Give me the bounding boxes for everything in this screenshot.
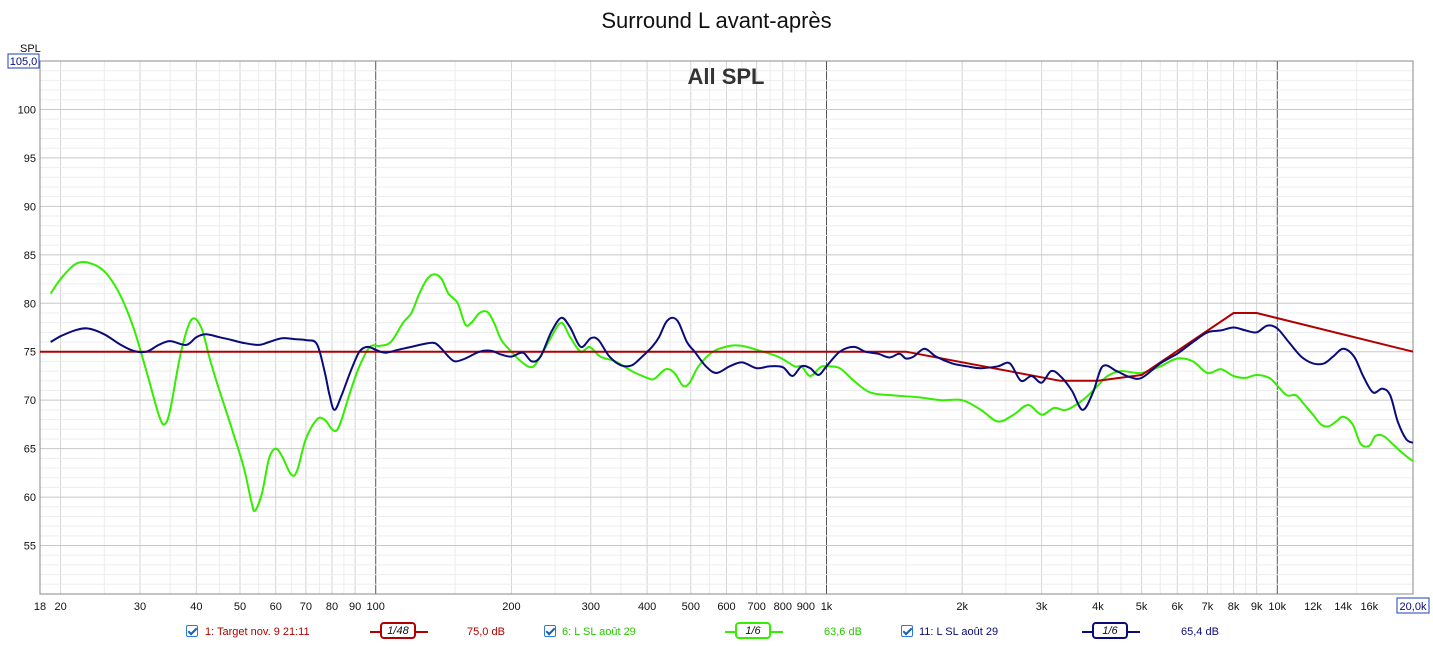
y-tick-label: 100 — [18, 104, 36, 116]
y-tick-label: 75 — [24, 347, 36, 359]
series-11-smoothing-button[interactable]: 1/6 — [1082, 622, 1140, 642]
x-tick-label: 40 — [190, 601, 202, 613]
x-tick-label: 5k — [1136, 601, 1148, 613]
x-tick-label: 6k — [1171, 601, 1183, 613]
series-11-smoothing: 1/6 — [1092, 622, 1128, 639]
series-1-level: 75,0 dB — [467, 626, 505, 638]
x-tick-label: 300 — [582, 601, 600, 613]
x-tick-label: 200 — [502, 601, 520, 613]
x-tick-label: 60 — [270, 601, 282, 613]
plot-frame — [39, 60, 1414, 595]
x-tick-label: 9k — [1251, 601, 1263, 613]
x-tick-label: 900 — [797, 601, 815, 613]
x-tick-label: 12k — [1304, 601, 1322, 613]
x-tick-label: 400 — [638, 601, 656, 613]
y-tick-label: 95 — [24, 153, 36, 165]
x-tick-label: 600 — [717, 601, 735, 613]
series-before-line — [49, 260, 1413, 513]
y-tick-label: 85 — [24, 250, 36, 262]
x-tick-label: 50 — [234, 601, 246, 613]
series-11-checkbox[interactable] — [901, 625, 913, 637]
y-max-box — [7, 53, 40, 69]
series-1-smoothing: 1/48 — [380, 622, 416, 639]
y-axis-label: SPL — [20, 43, 41, 55]
series-6-smoothing-button[interactable]: 1/6 — [725, 622, 783, 642]
x-tick-label: 8k — [1228, 601, 1240, 613]
x-max-box — [1396, 597, 1430, 614]
series-6-label: 6: L SL août 29 — [562, 626, 636, 638]
series-11-level: 65,4 dB — [1181, 626, 1219, 638]
x-tick-label: 3k — [1036, 601, 1048, 613]
series-6-smoothing: 1/6 — [735, 622, 771, 639]
series-after-line — [50, 316, 1413, 444]
series-1-checkbox[interactable] — [186, 625, 198, 637]
x-tick-label: 500 — [682, 601, 700, 613]
x-tick-label: 20 — [55, 601, 67, 613]
chart-title: Surround L avant-après — [601, 8, 832, 33]
x-tick-label: 30 — [134, 601, 146, 613]
x-tick-label: 14k — [1334, 601, 1352, 613]
series-6-level: 63,6 dB — [824, 626, 862, 638]
grid — [40, 60, 1414, 595]
x-max-label: 20,0k — [1400, 601, 1427, 613]
y-tick-label: 60 — [24, 492, 36, 504]
legend: 1: Target nov. 9 21:11 1/48 75,0 dB 6: L… — [0, 620, 1433, 646]
x-tick-label: 90 — [349, 601, 361, 613]
x-tick-label: 100 — [367, 601, 385, 613]
x-tick-label: 700 — [747, 601, 765, 613]
x-tick-label: 800 — [774, 601, 792, 613]
series-1-label: 1: Target nov. 9 21:11 — [205, 626, 310, 638]
x-tick-label: 10k — [1268, 601, 1286, 613]
x-tick-label: 2k — [956, 601, 968, 613]
x-tick-label: 4k — [1092, 601, 1104, 613]
x-tick-label: 80 — [326, 601, 338, 613]
y-tick-label: 65 — [24, 444, 36, 456]
chart-subtitle: All SPL — [687, 64, 764, 89]
x-tick-label: 7k — [1202, 601, 1214, 613]
y-tick-label: 90 — [24, 201, 36, 213]
y-tick-label: 55 — [24, 541, 36, 553]
y-max-label: 105,0 — [10, 56, 38, 68]
series-target-line — [40, 312, 1413, 382]
series-1-smoothing-button[interactable]: 1/48 — [370, 622, 428, 642]
y-tick-label: 70 — [24, 395, 36, 407]
y-tick-label: 80 — [24, 298, 36, 310]
x-tick-label: 70 — [300, 601, 312, 613]
x-tick-label: 16k — [1360, 601, 1378, 613]
x-tick-label: 1k — [821, 601, 833, 613]
x-tick-label: 18 — [34, 601, 46, 613]
series-6-checkbox[interactable] — [544, 625, 556, 637]
series-11-label: 11: L SL août 29 — [919, 626, 999, 638]
